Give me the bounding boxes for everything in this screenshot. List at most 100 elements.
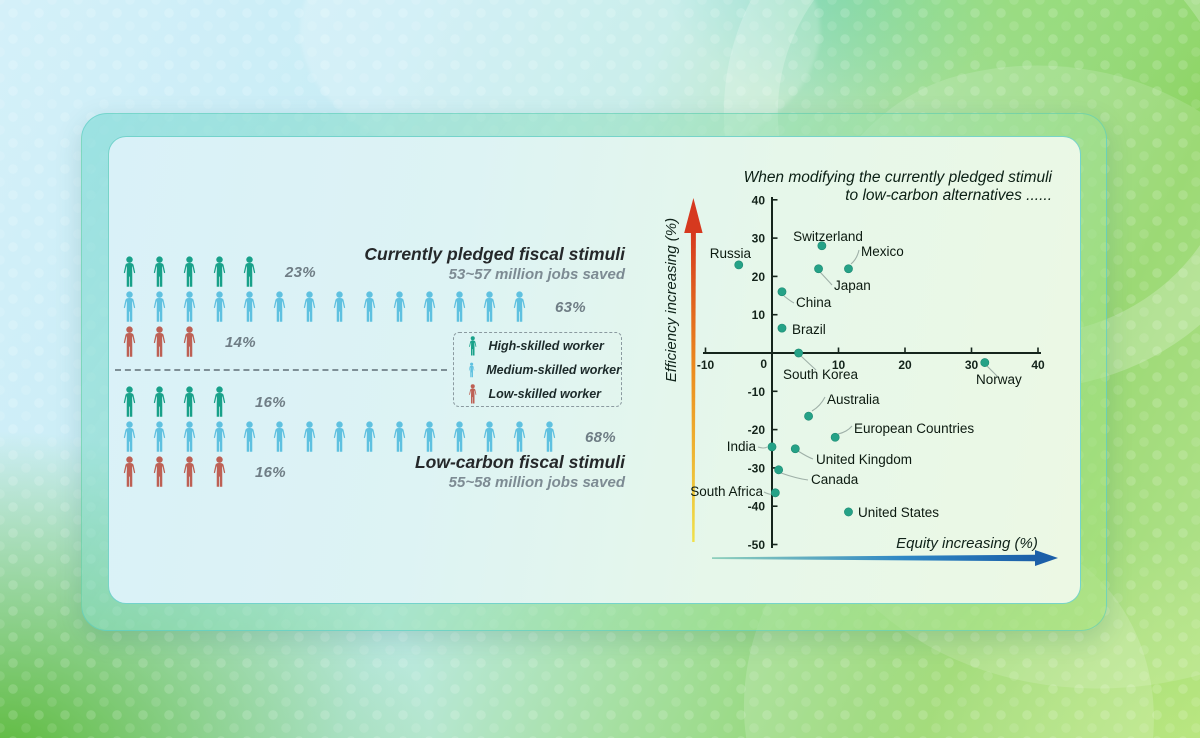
x-tick-label: 40 [1031,358,1045,372]
country-label: China [796,295,832,310]
legend-item-high: High-skilled worker [468,335,621,356]
data-point-brazil [777,323,787,333]
high-skilled-worker-icon [152,256,167,288]
label-connector [837,425,853,435]
medium-skilled-worker-icon [512,421,527,453]
low-skilled-worker-icon [468,384,478,404]
data-point-mexico [844,264,853,274]
label-connector [783,295,795,304]
medium-skilled-worker-icon [272,291,287,323]
country-label: India [727,439,757,454]
x-tick-label: 20 [898,358,912,372]
equity-arrowhead [1035,550,1058,566]
lowcarbon-stimuli-subtitle: 55~58 million jobs saved [448,474,625,491]
label-connector [819,271,833,286]
data-point-norway [980,358,990,367]
worker-row-medium: 63% [122,291,586,323]
current-stimuli-subtitle: 53~57 million jobs saved [448,266,625,283]
medium-skilled-worker-icon [272,421,287,453]
percentage-label: 63% [555,298,586,316]
medium-skilled-worker-icon [452,421,467,453]
low-skilled-worker-icon [152,326,167,358]
chart-title-line2: to low-carbon alternatives ...... [845,187,1052,204]
medium-skilled-worker-icon [422,291,437,323]
legend-label: High-skilled worker [488,338,604,353]
data-point-south-korea [794,348,803,358]
legend-label: Medium-skilled worker [486,362,621,377]
worker-row-high: 16% [122,386,286,418]
medium-skilled-worker-icon [482,421,497,453]
low-skilled-worker-icon [182,456,197,488]
medium-skilled-worker-icon [182,291,197,323]
medium-skilled-worker-icon [122,291,137,323]
medium-skilled-worker-icon [468,360,475,380]
medium-skilled-worker-icon [302,291,317,323]
x-tick-label: 10 [832,358,846,372]
data-point-united-kingdom [790,444,800,454]
country-label: United States [858,505,939,520]
country-label: Canada [811,472,859,487]
medium-skilled-worker-icon [332,421,347,453]
country-label: Brazil [792,322,826,337]
data-point-south-africa [770,488,780,498]
x-tick-label: -10 [697,358,715,372]
worker-row-high: 23% [122,256,316,288]
lowcarbon-stimuli-title: Low-carbon fiscal stimuli [414,452,625,472]
label-connector [811,396,826,412]
y-tick-label: -20 [748,423,766,437]
y-tick-label: -10 [748,385,766,399]
equity-arrow [712,554,1035,562]
percentage-label: 16% [255,393,286,411]
medium-skilled-worker-icon [512,291,527,323]
country-label: Switzerland [793,229,863,244]
high-skilled-worker-icon [182,386,197,418]
y-tick-label: 20 [752,270,766,284]
medium-skilled-worker-icon [182,421,197,453]
data-point-russia [734,260,744,270]
data-point-japan [814,264,823,274]
medium-skilled-worker-icon [152,421,167,453]
y-tick-label: -40 [748,500,766,514]
medium-skilled-worker-icon [422,421,437,453]
scatter-plot: When modifying the currently pledged sti… [663,169,1058,566]
group-divider-dashed-line [115,369,447,371]
high-skilled-worker-icon [468,336,478,356]
efficiency-arrow [690,232,696,542]
label-connector [780,472,809,481]
y-tick-label: 10 [752,308,766,322]
low-skilled-worker-icon [152,456,167,488]
current-stimuli-title: Currently pledged fiscal stimuli [364,244,625,264]
legend-item-medium: Medium-skilled worker [468,359,621,380]
low-skilled-worker-icon [122,326,137,358]
country-label: Mexico [861,244,904,259]
medium-skilled-worker-icon [482,291,497,323]
high-skilled-worker-icon [212,256,227,288]
medium-skilled-worker-icon [212,421,227,453]
x-tick-label: 30 [965,358,979,372]
efficiency-arrowhead [684,198,703,233]
medium-skilled-worker-icon [392,421,407,453]
medium-skilled-worker-icon [452,291,467,323]
country-label: Australia [827,392,880,407]
medium-skilled-worker-icon [392,291,407,323]
worker-row-medium: 68% [122,421,616,453]
y-axis-label: Efficiency increasing (%) [663,218,680,382]
country-label: Japan [834,278,871,293]
medium-skilled-worker-icon [242,291,257,323]
low-skilled-worker-icon [212,456,227,488]
medium-skilled-worker-icon [212,291,227,323]
high-skilled-worker-icon [212,386,227,418]
origin-tick-label: 0 [760,357,767,371]
data-point-china [777,287,787,297]
label-connector [986,365,999,378]
data-point-canada [774,465,784,475]
data-point-switzerland [817,241,827,251]
legend-item-low: Low-skilled worker [468,383,621,404]
label-connector [763,491,773,495]
data-point-european-countries [830,432,840,442]
worker-row-low: 16% [122,456,286,488]
y-tick-label: 40 [752,193,766,207]
high-skilled-worker-icon [242,256,257,288]
label-connector [757,446,768,449]
